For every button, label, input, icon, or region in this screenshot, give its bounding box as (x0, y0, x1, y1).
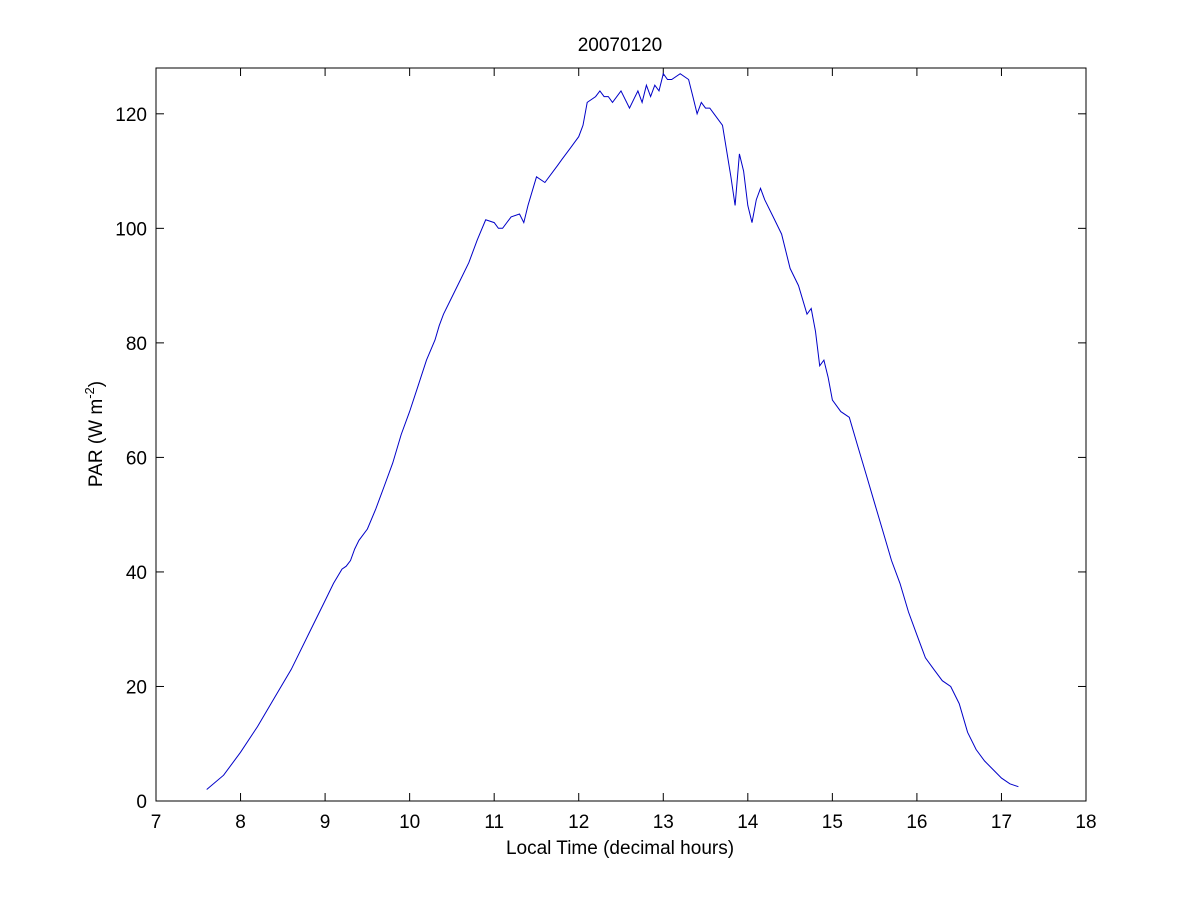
x-axis-tick-labels: 7 8 9 10 11 12 13 14 15 16 17 18 (151, 812, 1097, 833)
x-tick-label-8: 8 (235, 812, 246, 833)
x-tick-label-16: 16 (906, 812, 927, 833)
x-axis-label: Local Time (decimal hours) (506, 838, 734, 859)
x-tick-label-7: 7 (151, 812, 162, 833)
plot-area: 7 8 9 10 11 12 13 14 15 16 17 18 0 20 40 60 80 100 120 (115, 67, 1097, 833)
y-tick-label-40: 40 (126, 563, 147, 584)
y-axis-label-superscript: -2 (82, 387, 97, 399)
x-tick-label-17: 17 (991, 812, 1012, 833)
x-tick-label-13: 13 (653, 812, 674, 833)
y-tick-label-120: 120 (115, 105, 147, 126)
x-axis-ticks (155, 68, 1087, 801)
y-axis-label-prefix: PAR (W m (86, 399, 107, 487)
y-tick-label-20: 20 (126, 677, 147, 698)
y-tick-label-60: 60 (126, 448, 147, 469)
x-tick-label-10: 10 (399, 812, 420, 833)
y-axis-ticks (156, 113, 1086, 802)
y-tick-label-80: 80 (126, 334, 147, 355)
x-tick-label-15: 15 (822, 812, 843, 833)
x-tick-label-12: 12 (568, 812, 589, 833)
chart-title: 20070120 (578, 35, 663, 56)
axes-box (155, 67, 1087, 802)
x-tick-label-18: 18 (1075, 812, 1096, 833)
y-tick-label-0: 0 (136, 792, 147, 813)
y-tick-label-100: 100 (115, 219, 147, 240)
par-series-line (206, 72, 1019, 790)
x-tick-label-9: 9 (320, 812, 331, 833)
x-tick-label-11: 11 (484, 812, 504, 833)
x-tick-label-14: 14 (737, 812, 759, 833)
y-axis-tick-labels: 0 20 40 60 80 100 120 (115, 105, 147, 813)
y-axis-label: PAR (W m-2) (82, 381, 107, 487)
y-axis-label-suffix: ) (86, 381, 107, 387)
